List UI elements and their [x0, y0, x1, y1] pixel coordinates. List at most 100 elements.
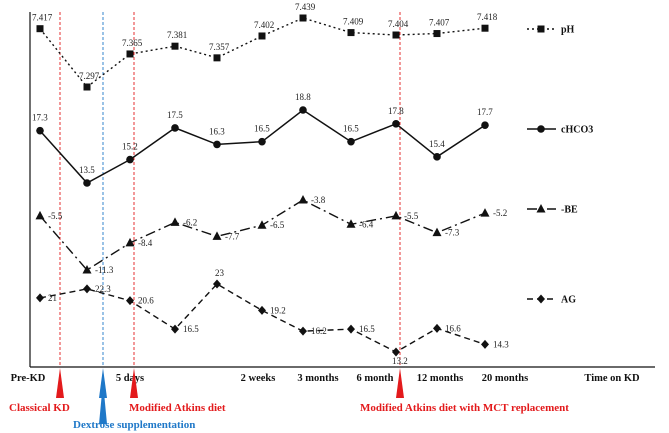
event-label-classical-kd: Classical KD	[9, 402, 70, 414]
marker-ag	[126, 296, 134, 306]
data-label-ph: 7.297	[79, 71, 100, 81]
series-line-ph	[39, 17, 486, 88]
marker-ph	[213, 54, 221, 62]
marker-ag	[171, 324, 179, 334]
marker-ag	[433, 323, 441, 333]
marker-ph	[299, 14, 307, 22]
marker-be	[432, 227, 442, 237]
legend-marker-chco3	[537, 125, 545, 133]
data-label-chco3: 17.8	[388, 106, 404, 116]
marker-be	[298, 195, 308, 204]
series-line-ag	[39, 283, 486, 353]
legend-marker-ph	[537, 25, 545, 33]
marker-ag	[258, 305, 266, 315]
data-label-chco3: 15.4	[429, 139, 445, 149]
marker-be	[346, 219, 356, 228]
legend-marker-ag	[537, 294, 545, 304]
data-label-be: -6.5	[270, 220, 285, 230]
event-label-modified-atkins: Modified Atkins diet	[129, 402, 226, 414]
x-tick-label: 3 months	[297, 373, 338, 384]
marker-be	[391, 210, 401, 220]
data-label-ag: 20.6	[138, 296, 154, 306]
marker-chco3	[299, 106, 307, 114]
data-label-be: -5.5	[48, 211, 63, 221]
data-label-be: -6.2	[183, 217, 197, 227]
legend-marker-be	[536, 204, 546, 213]
data-label-chco3: 18.8	[295, 92, 311, 102]
data-label-chco3: 17.7	[477, 107, 493, 117]
data-label-ph: 7.381	[167, 30, 187, 40]
data-label-be: -5.5	[404, 211, 419, 221]
x-tick-label: 5 days	[116, 373, 144, 384]
data-label-chco3: 16.5	[343, 124, 359, 134]
data-label-chco3: 17.5	[167, 110, 183, 120]
marker-be	[170, 217, 180, 226]
marker-ph	[83, 83, 91, 91]
data-label-ph: 7.409	[343, 17, 364, 27]
event-arrow	[130, 368, 138, 398]
marker-chco3	[126, 155, 134, 164]
data-label-ag: 23	[215, 268, 225, 278]
marker-be	[480, 208, 490, 217]
marker-ag	[299, 326, 307, 336]
data-label-ag: 19.2	[270, 305, 286, 315]
marker-be	[212, 231, 222, 240]
event-label-mct: Modified Atkins diet with MCT replacemen…	[360, 402, 569, 414]
data-label-chco3: 16.5	[254, 124, 270, 134]
data-label-ag: 16.5	[359, 324, 375, 334]
event-arrow-dextrose	[99, 382, 107, 424]
marker-chco3	[36, 126, 44, 135]
data-label-ag: 14.3	[493, 339, 509, 349]
x-tick-label: 20 months	[482, 373, 528, 384]
event-label-dextrose: Dextrose supplementation	[73, 419, 195, 431]
data-label-ag: 13.2	[392, 356, 408, 366]
marker-ag	[481, 339, 489, 349]
data-label-chco3: 16.3	[209, 126, 225, 136]
data-label-be: -8.4	[138, 238, 153, 248]
data-label-ph: 7.417	[32, 13, 53, 23]
data-label-ph: 7.407	[429, 18, 450, 28]
data-label-ag: 16.2	[311, 326, 327, 336]
data-label-be: -7.7	[225, 231, 240, 241]
data-label-ag: 16.6	[445, 323, 461, 333]
marker-ph	[347, 29, 355, 37]
data-label-ph: 7.404	[388, 19, 409, 29]
data-label-ph: 7.439	[295, 2, 316, 12]
marker-chco3	[258, 137, 266, 146]
marker-ag	[83, 284, 91, 294]
data-label-be: -11.3	[95, 265, 114, 275]
x-axis-title: Time on KD	[584, 373, 640, 384]
marker-chco3	[171, 124, 179, 132]
marker-chco3	[83, 179, 91, 187]
event-arrow	[56, 368, 64, 398]
data-label-be: -6.4	[359, 219, 374, 229]
data-label-ph: 7.402	[254, 20, 274, 30]
marker-ag	[36, 293, 44, 303]
marker-be	[82, 265, 92, 274]
marker-chco3	[433, 153, 441, 161]
legend-label-chco3: cHCO3	[561, 125, 593, 136]
data-label-be: -5.2	[493, 208, 507, 218]
marker-ag	[392, 347, 400, 357]
marker-ph	[126, 50, 134, 58]
marker-ph	[481, 24, 489, 32]
data-label-ag: 22.3	[95, 284, 111, 294]
marker-chco3	[347, 137, 355, 146]
marker-chco3	[481, 121, 489, 129]
marker-ag	[213, 279, 221, 289]
series-line-chco3	[39, 109, 486, 184]
legend-label-ph: pH	[561, 25, 575, 36]
x-tick-label: 12 months	[417, 373, 463, 384]
data-label-ag: 21	[48, 293, 57, 303]
marker-ag	[347, 324, 355, 334]
data-label-be: -7.3	[445, 228, 460, 238]
x-tick-label: 2 weeks	[241, 373, 276, 384]
data-label-be: -3.8	[311, 195, 326, 205]
x-tick-label: 6 month	[356, 373, 393, 384]
data-label-ph: 7.357	[209, 42, 230, 52]
data-label-chco3: 15.2	[122, 142, 138, 152]
marker-ph	[258, 32, 266, 40]
marker-ph	[171, 42, 179, 50]
